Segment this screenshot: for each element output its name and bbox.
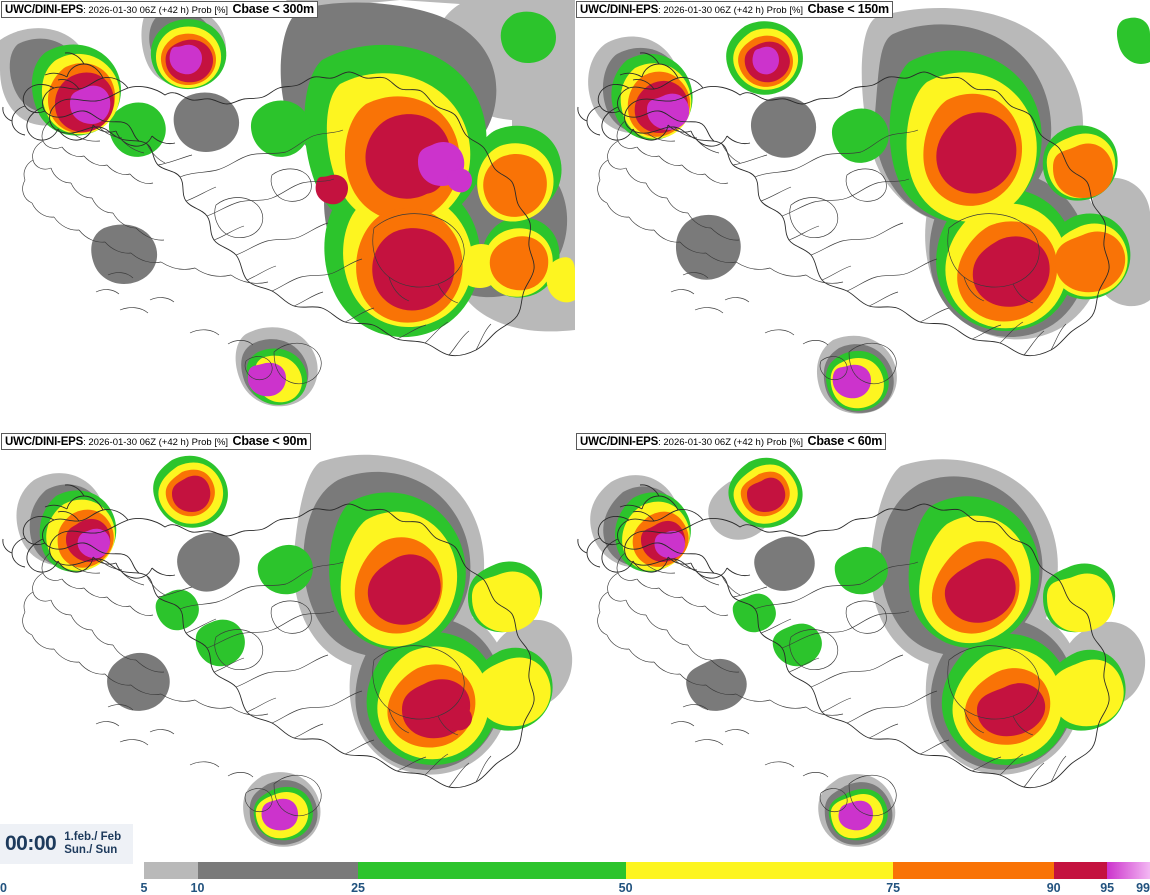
prob-band-95 xyxy=(77,528,298,831)
panel-model-60m: UWC/DINI-EPS xyxy=(580,436,659,448)
colorbar-tick-99: 99 xyxy=(1136,881,1150,895)
panel-model-90m: UWC/DINI-EPS xyxy=(5,436,84,448)
valid-time-clock: 00:00 xyxy=(5,832,57,855)
panel-run-60m: 2026-01-30 06Z (+42 h) Prob [%] xyxy=(663,437,804,448)
panel-model-300m: UWC/DINI-EPS xyxy=(5,4,84,16)
colorbar-tick-90: 90 xyxy=(1046,881,1061,895)
panel-cbase-90m: UWC/DINI-EPS: 2026-01-30 06Z (+42 h) Pro… xyxy=(0,432,575,864)
colorbar-tick-5: 5 xyxy=(140,881,148,895)
colorbar-tick-0: 0 xyxy=(0,881,7,895)
map-canvas-60m xyxy=(577,457,1146,847)
colorbar-strip xyxy=(144,862,1150,879)
map-canvas-300m xyxy=(0,0,575,407)
panel-label-90m: UWC/DINI-EPS: 2026-01-30 06Z (+42 h) Pro… xyxy=(1,433,312,450)
panel-cbase-60m: UWC/DINI-EPS: 2026-01-30 06Z (+42 h) Pro… xyxy=(575,432,1150,864)
panel-cbase-300m: UWC/DINI-EPS: 2026-01-30 06Z (+42 h) Pro… xyxy=(0,0,575,432)
colorbar-segment-25 xyxy=(358,862,626,879)
panel-param-60m: Cbase < 60m xyxy=(807,434,883,448)
colorbar-tick-50: 50 xyxy=(618,881,633,895)
map-canvas-150m xyxy=(577,7,1150,414)
panel-label-60m: UWC/DINI-EPS: 2026-01-30 06Z (+42 h) Pro… xyxy=(576,433,887,450)
panel-cbase-150m: UWC/DINI-EPS: 2026-01-30 06Z (+42 h) Pro… xyxy=(575,0,1150,432)
panel-param-90m: Cbase < 90m xyxy=(232,434,308,448)
colorbar-tick-95: 95 xyxy=(1100,881,1115,895)
colorbar-segment-90 xyxy=(1053,862,1108,879)
map-canvas-90m xyxy=(2,454,573,847)
prob-band-95 xyxy=(70,44,472,397)
colorbar-segment-10 xyxy=(197,862,359,879)
valid-time-date: 1.feb./ Feb xyxy=(64,831,122,843)
colorbar-segment-5 xyxy=(144,862,198,879)
panel-param-300m: Cbase < 300m xyxy=(232,2,315,16)
colorbar-tick-25: 25 xyxy=(351,881,365,895)
panel-run-90m: 2026-01-30 06Z (+42 h) Prob [%] xyxy=(88,437,229,448)
valid-time-box: 00:00 1.feb./ Feb Sun./ Sun xyxy=(0,824,133,864)
panel-model-150m: UWC/DINI-EPS xyxy=(580,4,659,16)
panel-param-150m: Cbase < 150m xyxy=(807,2,890,16)
colorbar: 0 5 10 25 50 75 90 95 99 xyxy=(0,856,1150,895)
prob-band-95 xyxy=(654,530,873,831)
panel-label-150m: UWC/DINI-EPS: 2026-01-30 06Z (+42 h) Pro… xyxy=(576,1,893,18)
colorbar-tick-10: 10 xyxy=(190,881,205,895)
colorbar-segment-95 xyxy=(1107,862,1150,879)
panel-run-150m: 2026-01-30 06Z (+42 h) Prob [%] xyxy=(663,5,804,16)
panel-run-300m: : xyxy=(83,5,89,16)
prob-band-90 xyxy=(66,475,472,739)
colorbar-tick-75: 75 xyxy=(886,881,901,895)
colorbar-segment-75 xyxy=(893,862,1054,879)
panel-label-300m: UWC/DINI-EPS: 2026-01-30 06Z (+42 h) Pro… xyxy=(1,1,318,18)
valid-time-weekday: Sun./ Sun xyxy=(64,844,118,856)
colorbar-segment-50 xyxy=(625,862,894,879)
